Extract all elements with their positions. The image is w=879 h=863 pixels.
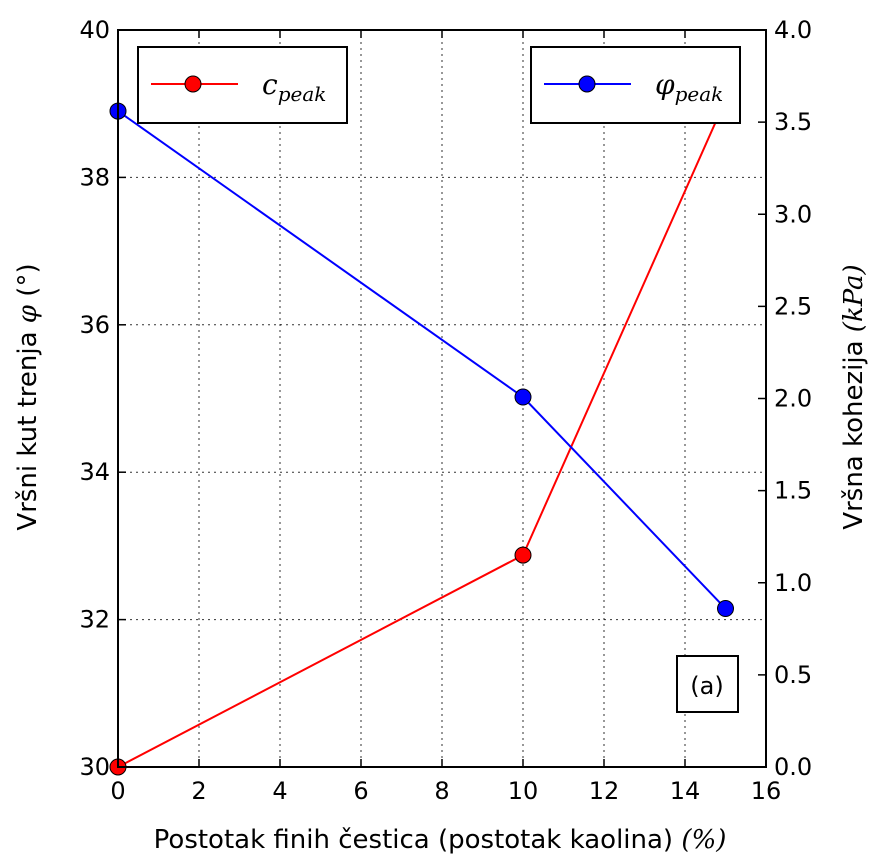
x-tick-label: 2 [191,777,206,805]
y-right-tick-label: 4.0 [774,16,812,44]
grid [118,30,766,767]
y-right-tick-label: 1.0 [774,569,812,597]
x-tick-label: 6 [353,777,368,805]
x-axis-title-unit: (%) [681,825,726,855]
x-tick-label: 0 [110,777,125,805]
series-layer [109,91,734,776]
y-right-tick-label: 2.0 [774,385,812,413]
svg-text:φpeak: φpeak [655,68,723,106]
legend-c-peak: cpeak [137,46,348,124]
phi-peak-point [514,388,532,406]
y-left-tick-label: 32 [79,606,110,634]
legend-phi-peak-subscript: peak [675,82,724,106]
ticks: 0 2 4 6 8 10 12 14 16 30 32 34 36 38 40 0.0 0.5 1.0 1.5 2.0… [79,16,812,805]
x-axis-title: Postotak finih čestica (postotak kaolina… [154,825,727,855]
legend-c-peak-subscript: peak [278,82,327,106]
y-left-axis-title-symbol: φ [13,304,43,323]
y-left-tick-label: 40 [79,16,110,44]
series-line-phi-peak [117,110,727,610]
legend-c-peak-marker [184,75,202,93]
x-tick-label: 4 [272,777,287,805]
x-tick-label: 12 [589,777,620,805]
y-left-tick-label: 36 [79,311,110,339]
phi-peak-point [717,600,734,618]
y-left-tick-label: 34 [79,458,110,486]
plot-frame [117,29,767,768]
y-left-tick-label: 38 [79,163,110,191]
y-left-axis-title: Vršni kut trenja φ (°) [13,263,43,530]
y-right-axis-title-text: Vršna kohezija [839,340,869,529]
series-line-c-peak [117,99,727,768]
y-left-axis-title-text: Vršni kut trenja [13,331,43,530]
annotation-a: (a) [676,655,739,713]
x-axis-title-text: Postotak finih čestica (postotak kaolina… [154,825,673,855]
y-right-axis-title: Vršna kohezija (kPa) [839,264,869,529]
y-left-axis-title-unit: (°) [13,263,43,296]
legend-phi-peak: φpeak [530,46,741,124]
y-right-tick-label: 0.0 [774,753,812,781]
y-right-tick-label: 2.5 [774,292,812,320]
x-tick-label: 8 [434,777,449,805]
svg-text:cpeak: cpeak [262,68,326,106]
x-tick-label: 14 [670,777,701,805]
legend-phi-peak-marker [578,75,596,93]
annotation-a-text: (a) [690,672,723,700]
legend-phi-peak-symbol: φ [655,68,675,101]
legend-c-peak-symbol: c [262,68,278,101]
y-right-tick-label: 3.5 [774,108,812,136]
x-tick-label: 10 [508,777,539,805]
y-right-tick-label: 0.5 [774,661,812,689]
x-tick-label: 16 [751,777,782,805]
y-right-tick-label: 3.0 [774,200,812,228]
c-peak-point [514,546,532,564]
y-left-tick-label: 30 [79,753,110,781]
y-right-axis-title-unit: (kPa) [839,264,869,332]
y-right-tick-label: 1.5 [774,477,812,505]
